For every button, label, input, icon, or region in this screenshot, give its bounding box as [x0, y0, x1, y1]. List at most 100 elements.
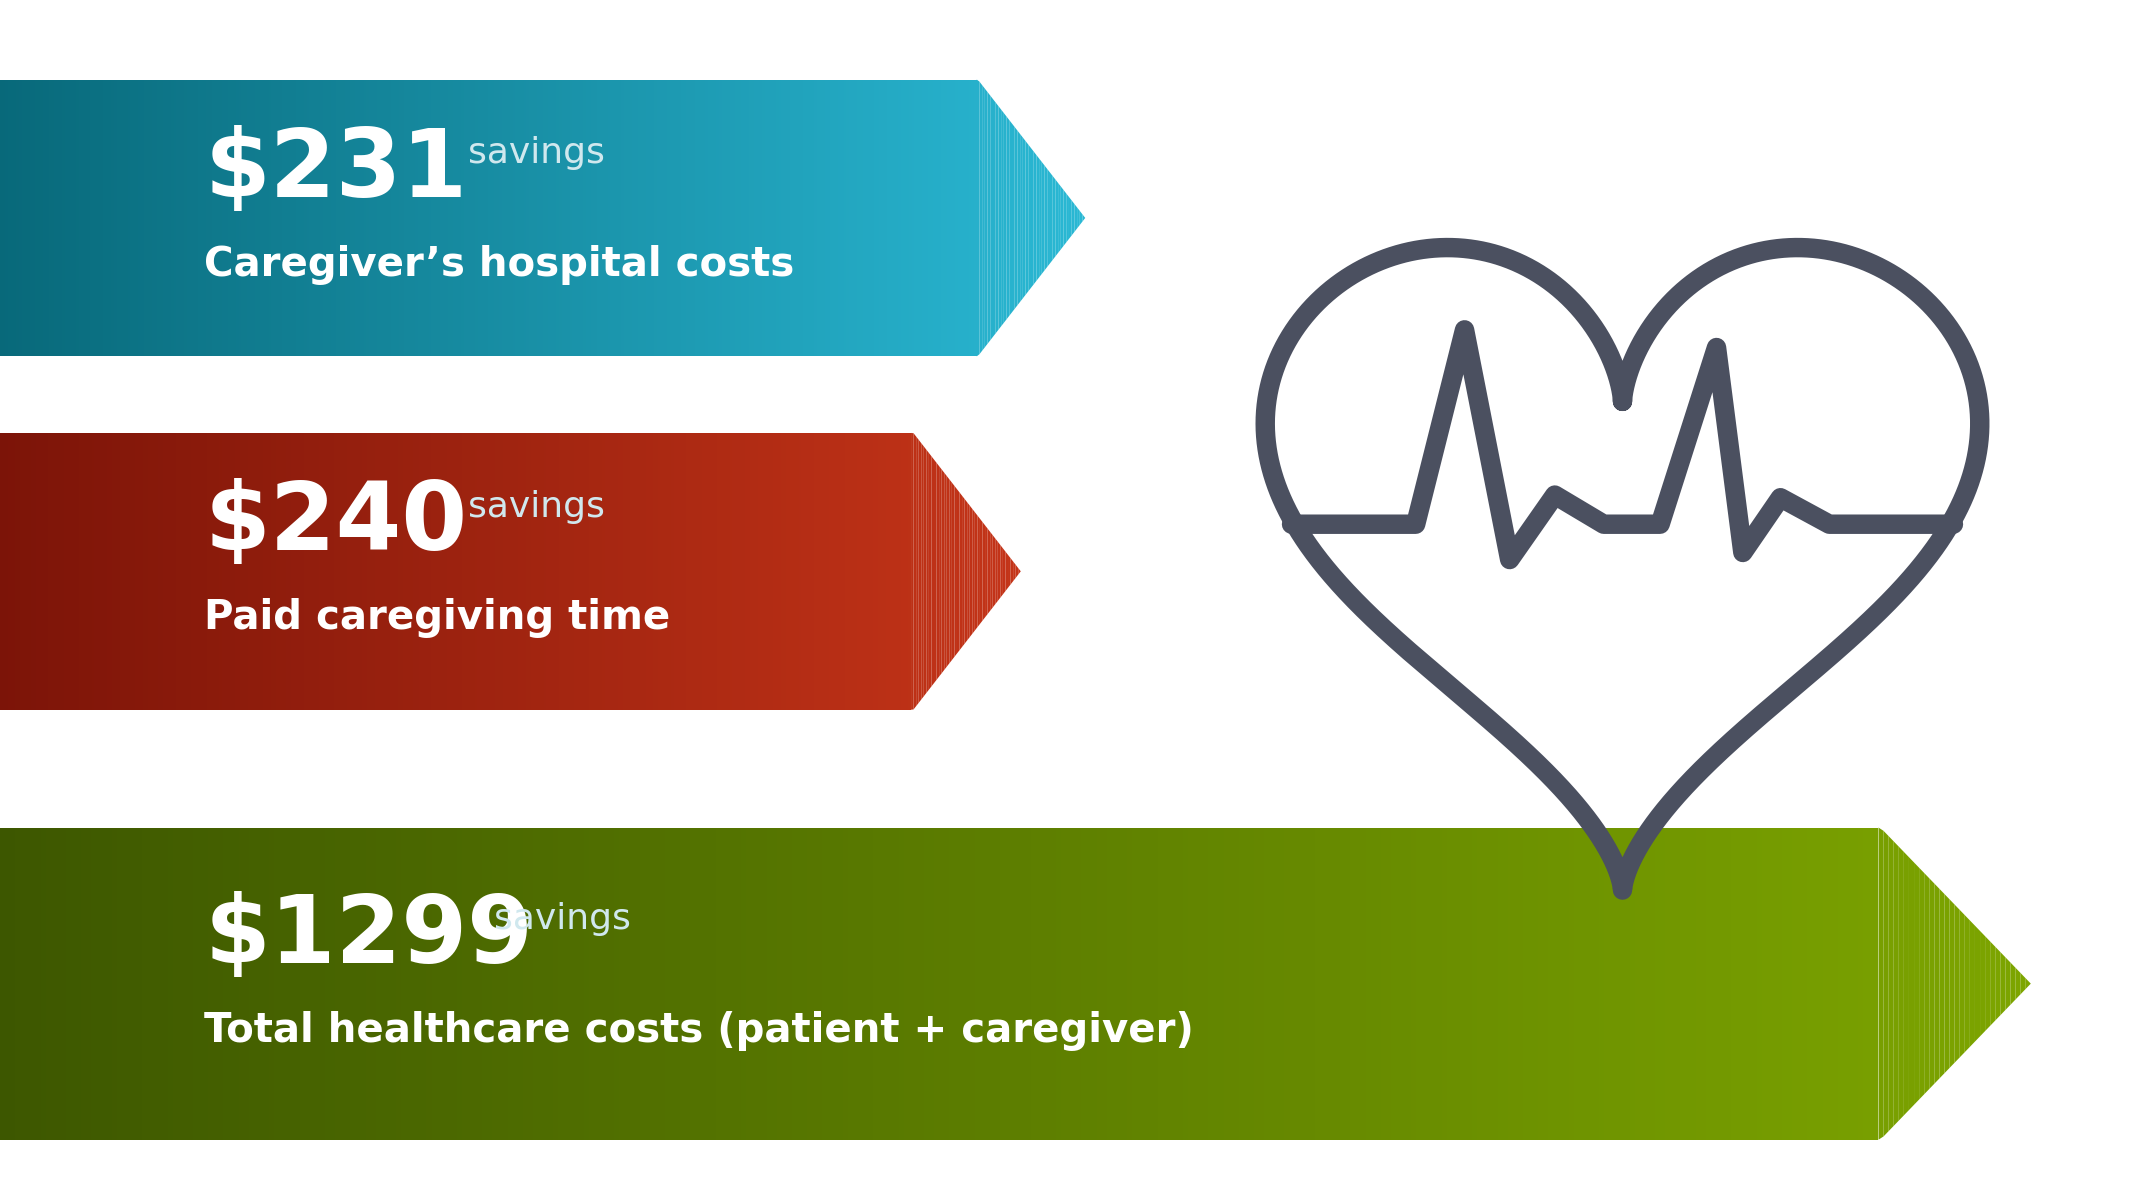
- Polygon shape: [1163, 827, 1167, 1140]
- Polygon shape: [376, 827, 380, 1140]
- Polygon shape: [976, 512, 978, 630]
- Polygon shape: [60, 80, 62, 356]
- Polygon shape: [535, 432, 539, 709]
- Polygon shape: [15, 827, 19, 1140]
- Polygon shape: [658, 432, 662, 709]
- Polygon shape: [105, 432, 107, 709]
- Polygon shape: [39, 80, 41, 356]
- Polygon shape: [428, 432, 432, 709]
- Polygon shape: [499, 80, 503, 356]
- Polygon shape: [1736, 827, 1741, 1140]
- Polygon shape: [793, 827, 797, 1140]
- Polygon shape: [679, 80, 681, 356]
- Polygon shape: [505, 80, 507, 356]
- Polygon shape: [432, 432, 434, 709]
- Polygon shape: [1442, 827, 1446, 1140]
- Polygon shape: [475, 432, 477, 709]
- Polygon shape: [726, 827, 731, 1140]
- Polygon shape: [290, 827, 294, 1140]
- Polygon shape: [451, 432, 453, 709]
- Polygon shape: [1893, 841, 1900, 1126]
- Polygon shape: [1878, 827, 1883, 1140]
- Polygon shape: [756, 80, 761, 356]
- Polygon shape: [1152, 827, 1158, 1140]
- Polygon shape: [827, 80, 830, 356]
- Polygon shape: [1833, 827, 1837, 1140]
- Polygon shape: [314, 80, 318, 356]
- Polygon shape: [666, 432, 668, 709]
- Polygon shape: [434, 80, 436, 356]
- Polygon shape: [857, 432, 860, 709]
- Polygon shape: [503, 432, 505, 709]
- Polygon shape: [778, 80, 782, 356]
- Polygon shape: [651, 432, 653, 709]
- Polygon shape: [984, 827, 991, 1140]
- Polygon shape: [228, 827, 234, 1140]
- Polygon shape: [533, 827, 537, 1140]
- Polygon shape: [926, 450, 928, 693]
- Polygon shape: [159, 432, 161, 709]
- Polygon shape: [763, 80, 765, 356]
- Polygon shape: [709, 432, 711, 709]
- Polygon shape: [458, 80, 462, 356]
- Polygon shape: [1182, 827, 1188, 1140]
- Polygon shape: [178, 432, 181, 709]
- Polygon shape: [872, 432, 875, 709]
- Polygon shape: [318, 432, 322, 709]
- Polygon shape: [778, 432, 780, 709]
- Polygon shape: [488, 80, 492, 356]
- Polygon shape: [692, 432, 694, 709]
- Polygon shape: [95, 432, 97, 709]
- Polygon shape: [825, 80, 827, 356]
- Polygon shape: [131, 827, 138, 1140]
- Polygon shape: [11, 80, 13, 356]
- Polygon shape: [948, 476, 950, 667]
- Polygon shape: [557, 80, 559, 356]
- Polygon shape: [337, 80, 340, 356]
- Polygon shape: [464, 432, 466, 709]
- Polygon shape: [1528, 827, 1532, 1140]
- Polygon shape: [67, 827, 71, 1140]
- Polygon shape: [834, 432, 838, 709]
- Polygon shape: [1032, 827, 1036, 1140]
- Polygon shape: [548, 432, 552, 709]
- Polygon shape: [621, 432, 623, 709]
- Polygon shape: [441, 80, 443, 356]
- Polygon shape: [1670, 827, 1676, 1140]
- Polygon shape: [176, 432, 178, 709]
- Polygon shape: [995, 102, 999, 333]
- Polygon shape: [789, 432, 791, 709]
- Polygon shape: [797, 827, 802, 1140]
- Polygon shape: [851, 80, 855, 356]
- Polygon shape: [991, 827, 995, 1140]
- Polygon shape: [696, 827, 701, 1140]
- Polygon shape: [544, 80, 546, 356]
- Polygon shape: [236, 432, 241, 709]
- Polygon shape: [718, 432, 720, 709]
- Polygon shape: [670, 827, 675, 1140]
- Polygon shape: [1133, 827, 1137, 1140]
- Polygon shape: [610, 827, 615, 1140]
- Polygon shape: [746, 432, 748, 709]
- Polygon shape: [118, 432, 120, 709]
- Polygon shape: [522, 827, 529, 1140]
- Polygon shape: [266, 432, 269, 709]
- Polygon shape: [484, 80, 486, 356]
- Polygon shape: [466, 80, 468, 356]
- Polygon shape: [537, 827, 544, 1140]
- Polygon shape: [898, 432, 900, 709]
- Polygon shape: [4, 432, 9, 709]
- Polygon shape: [782, 827, 787, 1140]
- Polygon shape: [1595, 827, 1599, 1140]
- Polygon shape: [870, 80, 875, 356]
- Polygon shape: [961, 80, 963, 356]
- Polygon shape: [557, 432, 559, 709]
- Polygon shape: [675, 827, 681, 1140]
- Polygon shape: [43, 432, 45, 709]
- Polygon shape: [1513, 827, 1517, 1140]
- Polygon shape: [157, 827, 163, 1140]
- Polygon shape: [1792, 827, 1797, 1140]
- Polygon shape: [514, 80, 516, 356]
- Polygon shape: [413, 432, 417, 709]
- Polygon shape: [1741, 827, 1747, 1140]
